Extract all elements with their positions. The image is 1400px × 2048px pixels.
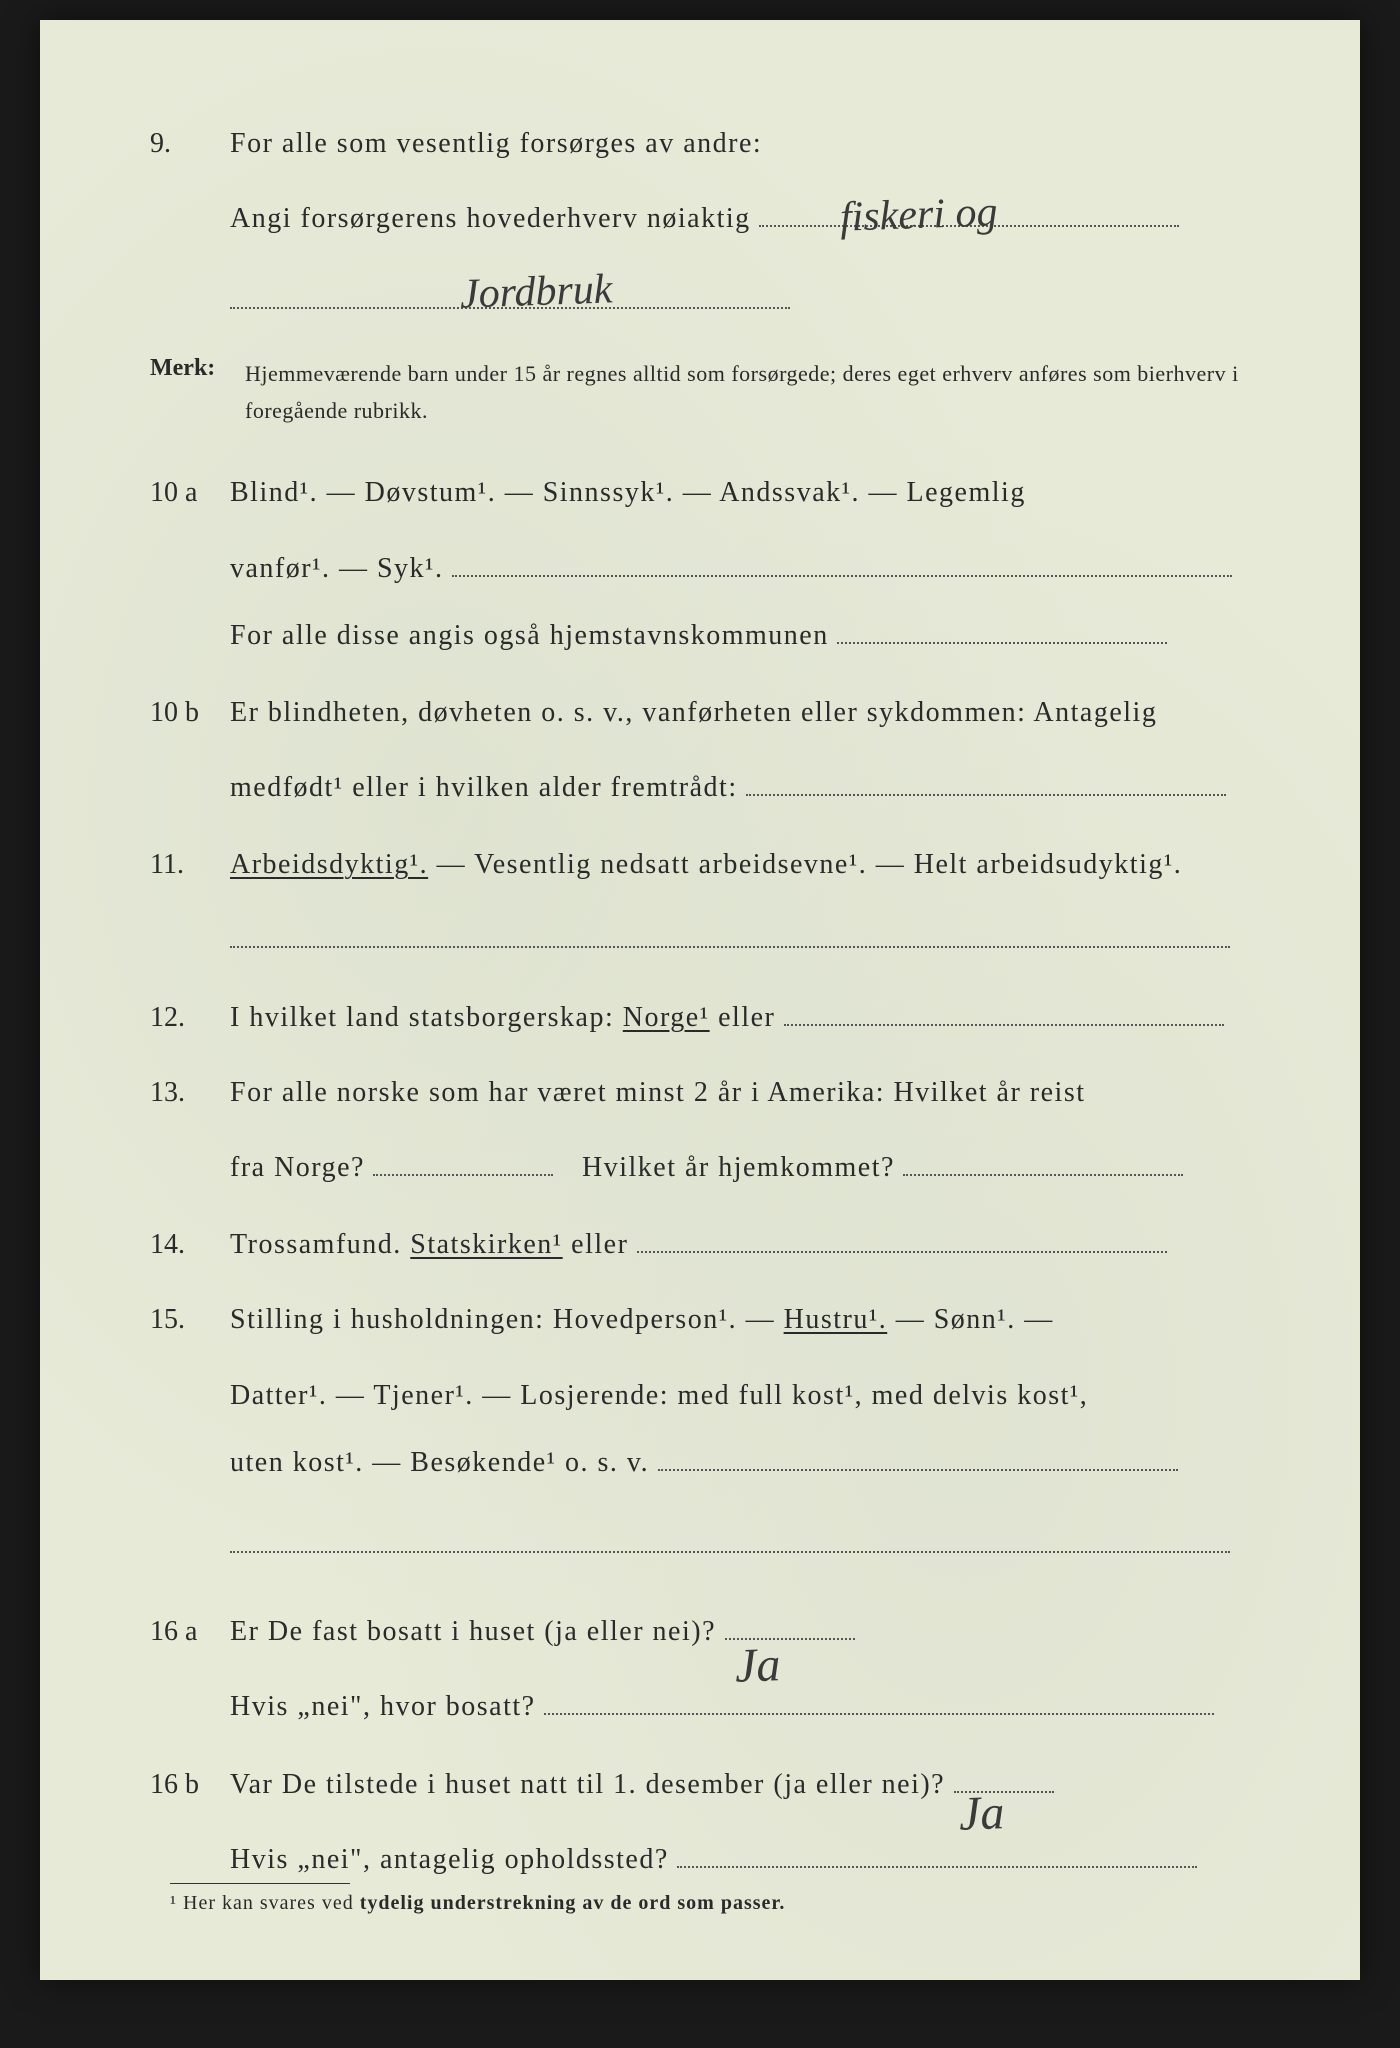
question-15-line3: uten kost¹. — Besøkende¹ o. s. v.: [230, 1429, 1250, 1496]
text: Var De tilstede i huset natt til 1. dese…: [230, 1769, 945, 1800]
input-line: [784, 1024, 1224, 1026]
text: Stilling i husholdningen: Hovedperson¹. …: [230, 1304, 784, 1335]
blank-line: [230, 906, 1250, 973]
text: eller: [710, 1002, 776, 1033]
footnote-text: Her kan svares ved: [183, 1892, 360, 1914]
question-text: Er blindheten, døvheten o. s. v., vanfør…: [230, 679, 1250, 746]
question-text: I hvilket land statsborgerskap: Norge¹ e…: [230, 984, 1250, 1051]
input-line: [373, 1174, 553, 1176]
text: Hvis „nei", antagelig opholdssted?: [230, 1844, 669, 1875]
text: Trossamfund.: [230, 1229, 410, 1260]
text: vanfør¹. — Syk¹.: [230, 553, 443, 584]
text: — Vesentlig nedsatt arbeidsevne¹. — Helt…: [428, 849, 1182, 880]
footnote-bold: tydelig understrekning av de ord som pas…: [360, 1892, 786, 1914]
question-number: 13.: [150, 1062, 230, 1124]
text: eller: [563, 1229, 629, 1260]
question-text: Er De fast bosatt i huset (ja eller nei)…: [230, 1598, 1250, 1665]
handwritten-answer: Jordbruk: [458, 240, 614, 346]
question-text: Var De tilstede i huset natt til 1. dese…: [230, 1751, 1250, 1818]
question-text: Stilling i husholdningen: Hovedperson¹. …: [230, 1286, 1250, 1353]
selected-option: Statskirken¹: [410, 1229, 562, 1260]
text: Er De fast bosatt i huset (ja eller nei)…: [230, 1616, 716, 1647]
handwritten-answer: Ja: [957, 1755, 1006, 1872]
input-line: [637, 1251, 1167, 1253]
input-line: Ja: [725, 1638, 855, 1640]
input-line: [677, 1866, 1197, 1868]
question-number: 12.: [150, 987, 230, 1049]
question-13: 13. For alle norske som har været minst …: [150, 1059, 1250, 1126]
input-line: [837, 642, 1167, 644]
question-number: 16 b: [150, 1754, 230, 1816]
question-15-line2: Datter¹. — Tjener¹. — Losjerende: med fu…: [230, 1362, 1250, 1429]
question-text: For alle norske som har været minst 2 år…: [230, 1059, 1250, 1126]
field-label: Angi forsørgerens hovederhverv nøiaktig: [230, 203, 751, 234]
question-number: 9.: [150, 113, 230, 175]
question-number: 14.: [150, 1214, 230, 1276]
question-10a-line2: vanfør¹. — Syk¹.: [230, 535, 1250, 602]
question-text: Trossamfund. Statskirken¹ eller: [230, 1211, 1250, 1278]
census-form-page: 9. For alle som vesentlig forsørges av a…: [40, 20, 1360, 1980]
question-16a: 16 a Er De fast bosatt i huset (ja eller…: [150, 1598, 1250, 1665]
question-11: 11. Arbeidsdyktig¹. — Vesentlig nedsatt …: [150, 831, 1250, 898]
note-row: Merk: Hjemmeværende barn under 15 år reg…: [150, 355, 1250, 430]
text: For alle disse angis også hjemstavnskomm…: [230, 620, 829, 651]
text: medfødt¹ eller i hvilken alder fremtrådt…: [230, 772, 738, 803]
question-12: 12. I hvilket land statsborgerskap: Norg…: [150, 984, 1250, 1051]
input-line: [658, 1469, 1178, 1471]
text: Hvis „nei", hvor bosatt?: [230, 1691, 536, 1722]
input-line: [544, 1713, 1214, 1715]
input-line: [230, 946, 1230, 948]
footnote-marker: ¹: [170, 1892, 177, 1914]
note-label: Merk:: [150, 355, 245, 382]
question-number: 16 a: [150, 1601, 230, 1663]
question-10a-line3: For alle disse angis også hjemstavnskomm…: [230, 602, 1250, 669]
input-line: [903, 1174, 1183, 1176]
question-10a: 10 a Blind¹. — Døvstum¹. — Sinnssyk¹. — …: [150, 459, 1250, 526]
selected-option: Hustru¹.: [784, 1304, 888, 1335]
input-line: [746, 794, 1226, 796]
question-9-line3: Jordbruk: [230, 267, 1250, 334]
question-13-line2: fra Norge? Hvilket år hjemkommet?: [230, 1134, 1250, 1201]
text: uten kost¹. — Besøkende¹ o. s. v.: [230, 1447, 649, 1478]
footnote-rule: [170, 1883, 350, 1884]
handwritten-answer: fiskeri og: [838, 162, 999, 268]
question-number: 15.: [150, 1289, 230, 1351]
selected-option: Norge¹: [623, 1002, 710, 1033]
question-number: 10 b: [150, 682, 230, 744]
question-9-line2: Angi forsørgerens hovederhverv nøiaktig …: [230, 185, 1250, 252]
question-number: 11.: [150, 834, 230, 896]
question-number: 10 a: [150, 462, 230, 524]
footnote: ¹ Her kan svares ved tydelig understrekn…: [170, 1883, 785, 1915]
selected-option: Arbeidsdyktig¹.: [230, 849, 428, 880]
question-14: 14. Trossamfund. Statskirken¹ eller: [150, 1211, 1250, 1278]
input-line: [230, 1551, 1230, 1553]
question-text: For alle som vesentlig forsørges av andr…: [230, 110, 1250, 177]
handwritten-answer: Ja: [733, 1607, 782, 1724]
text: I hvilket land statsborgerskap:: [230, 1002, 623, 1033]
text: fra Norge?: [230, 1152, 365, 1183]
question-9: 9. For alle som vesentlig forsørges av a…: [150, 110, 1250, 177]
question-text: Blind¹. — Døvstum¹. — Sinnssyk¹. — Andss…: [230, 459, 1250, 526]
blank-line: [230, 1511, 1250, 1578]
question-10b-line2: medfødt¹ eller i hvilken alder fremtrådt…: [230, 754, 1250, 821]
note-text: Hjemmeværende barn under 15 år regnes al…: [245, 355, 1250, 430]
question-text: Arbeidsdyktig¹. — Vesentlig nedsatt arbe…: [230, 831, 1250, 898]
text: Hvilket år hjemkommet?: [582, 1152, 895, 1183]
question-15: 15. Stilling i husholdningen: Hovedperso…: [150, 1286, 1250, 1353]
question-10b: 10 b Er blindheten, døvheten o. s. v., v…: [150, 679, 1250, 746]
input-line: Ja: [954, 1791, 1054, 1793]
question-16b: 16 b Var De tilstede i huset natt til 1.…: [150, 1751, 1250, 1818]
input-line: [452, 575, 1232, 577]
text: — Sønn¹. —: [887, 1304, 1053, 1335]
